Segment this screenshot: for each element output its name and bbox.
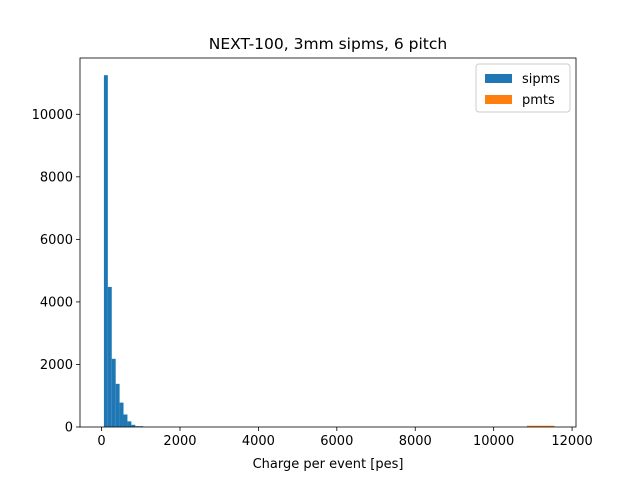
histogram-bar-sipms-4 <box>119 402 124 427</box>
x-tick-label: 6000 <box>320 434 353 449</box>
plot-area <box>79 57 577 428</box>
x-tick-label: 0 <box>97 434 105 449</box>
x-tick-label: 12000 <box>551 434 592 449</box>
x-tick-label: 10000 <box>473 434 514 449</box>
legend: sipms pmts <box>475 63 571 113</box>
histogram-bar-pmts-0 <box>526 425 555 427</box>
x-tick-label: 2000 <box>163 434 196 449</box>
y-tick-label: 8000 <box>40 170 73 185</box>
x-tick-label: 4000 <box>242 434 275 449</box>
y-tick-label: 10000 <box>32 108 73 123</box>
histogram-bar-sipms-6 <box>127 421 132 427</box>
histogram-bar-sipms-5 <box>123 414 128 427</box>
histogram-bar-sipms-7 <box>131 424 136 427</box>
histogram-bar-sipms-2 <box>111 358 116 427</box>
histogram-bar-sipms-0 <box>103 75 108 427</box>
y-tick-label: 6000 <box>40 233 73 248</box>
legend-label-pmts: pmts <box>522 93 555 108</box>
histogram-bar-sipms-1 <box>107 286 112 427</box>
x-axis: 0 2000 4000 6000 8000 10000 12000 <box>97 427 593 449</box>
chart-title: NEXT-100, 3mm sipms, 6 pitch <box>209 35 447 53</box>
plot-frame <box>79 57 577 428</box>
legend-swatch-sipms <box>485 74 512 83</box>
x-axis-label: Charge per event [pes] <box>253 457 404 472</box>
y-tick-label: 2000 <box>40 358 73 373</box>
legend-swatch-pmts <box>485 95 512 104</box>
y-tick-label: 0 <box>65 421 73 436</box>
histogram-bar-sipms-3 <box>115 383 120 427</box>
legend-label-sipms: sipms <box>522 72 560 87</box>
x-tick-label: 8000 <box>399 434 432 449</box>
y-axis: 0 2000 4000 6000 8000 10000 <box>32 108 80 436</box>
y-tick-label: 4000 <box>40 295 73 310</box>
